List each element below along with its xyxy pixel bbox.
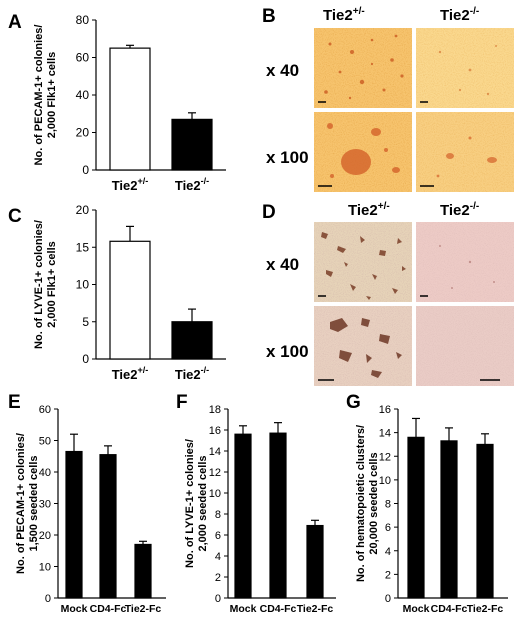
y-tick-label-f: 18 [209, 404, 221, 416]
bar-a-1 [171, 118, 213, 171]
y-tick-label-c: 0 [82, 352, 89, 366]
y-tick-label-f: 16 [209, 425, 221, 437]
y-tick-label-e: 30 [39, 499, 51, 511]
micrograph-b-ko-x100 [416, 112, 514, 192]
x-category-label-f: Mock [230, 603, 257, 615]
chart-f: 0 2 4 6 8 10 12 14 16 18 No. of LYVE-1+ colonies/2… [184, 404, 336, 615]
micrograph-panel-d: Tie2+/- Tie2-/- x 40 x 100 [266, 201, 514, 386]
y-tick-label-a: 40 [76, 88, 90, 102]
micrograph-b-het-x40 [314, 28, 412, 108]
bar-g-1 [440, 440, 458, 599]
x-category-label-e: CD4-Fc [90, 603, 127, 615]
row-label-x100-d: x 100 [266, 342, 309, 361]
y-tick-label-g: 0 [385, 593, 391, 605]
y-tick-label-g: 14 [379, 428, 391, 440]
micrograph-d-het-x40 [314, 222, 412, 302]
panel-label-c: C [8, 206, 22, 227]
panel-label-g: G [346, 392, 361, 413]
y-axis-label-g: No. of hematopoietic clusters/20,000 see… [355, 425, 380, 582]
x-category-label-g: Mock [403, 603, 430, 615]
x-category-label-c: Tie2-/- [175, 365, 209, 382]
y-axis-label-a: No. of PECAM-1+ colonies/2,000 Flk1+ cel… [33, 25, 58, 166]
y-tick-label-g: 6 [385, 522, 391, 534]
panel-label-f: F [176, 392, 188, 413]
chart-c: 0 5 10 15 20 No. of LYVE-1+ colonies/2,000 Fl… [33, 203, 226, 382]
col-header-het: Tie2+/- [323, 6, 365, 24]
panel-label-d: D [262, 202, 276, 223]
y-tick-label-e: 60 [39, 404, 51, 416]
y-tick-label-e: 50 [39, 436, 51, 448]
micrograph-d-ko-x100 [416, 306, 514, 386]
y-tick-label-a: 0 [82, 163, 89, 177]
row-label-x40-d: x 40 [266, 255, 299, 274]
y-tick-label-g: 12 [379, 451, 391, 463]
bar-e-2 [134, 543, 152, 599]
x-category-label-g: CD4-Fc [431, 603, 468, 615]
x-category-label-e: Mock [61, 603, 88, 615]
y-tick-label-g: 4 [385, 546, 391, 558]
y-tick-label-f: 4 [215, 551, 221, 563]
y-tick-label-e: 10 [39, 562, 51, 574]
y-tick-label-f: 10 [209, 488, 221, 500]
x-category-label-a: Tie2+/- [112, 176, 149, 193]
y-tick-label-e: 40 [39, 467, 51, 479]
bar-f-1 [269, 432, 287, 599]
panel-label-b: B [262, 6, 276, 27]
x-category-label-g: Tie2-Fc [467, 603, 504, 615]
y-tick-label-f: 12 [209, 467, 221, 479]
x-category-label-c: Tie2+/- [112, 365, 149, 382]
x-category-label-f: CD4-Fc [260, 603, 297, 615]
y-tick-label-c: 15 [76, 240, 90, 254]
panel-label-e: E [8, 392, 21, 413]
y-axis-label-e: No. of PECAM-1+ colonies/1,500 seeded ce… [15, 433, 40, 574]
col-header-ko: Tie2-/- [440, 6, 479, 24]
y-tick-label-e: 0 [45, 593, 51, 605]
col-header-het-d: Tie2+/- [348, 201, 390, 219]
micrograph-b-het-x100 [314, 112, 412, 192]
x-category-label-e: Tie2-Fc [125, 603, 162, 615]
y-tick-label-f: 8 [215, 509, 221, 521]
y-tick-label-f: 0 [215, 593, 221, 605]
bar-g-0 [407, 436, 425, 599]
y-tick-label-f: 2 [215, 572, 221, 584]
y-tick-label-g: 10 [379, 475, 391, 487]
row-label-x100: x 100 [266, 148, 309, 167]
y-axis-label-f: No. of LYVE-1+ colonies/2,000 seeded cel… [184, 439, 209, 568]
micrograph-panel-b: Tie2+/- Tie2-/- x 40 x 100 [266, 6, 514, 192]
bar-c-0 [109, 240, 151, 360]
bar-g-2 [476, 443, 494, 599]
chart-g: 0 2 4 6 8 10 12 14 16 No. of hematopoietic cluste… [355, 404, 508, 615]
panel-label-a: A [8, 12, 22, 33]
bar-f-0 [234, 433, 252, 599]
y-axis-label-c: No. of LYVE-1+ colonies/2,000 Flk1+ cell… [33, 220, 58, 349]
y-tick-label-c: 10 [76, 278, 90, 292]
y-tick-label-c: 20 [76, 203, 90, 217]
col-header-ko-d: Tie2-/- [440, 201, 479, 219]
chart-a: 0 20 40 60 80 No. of PECAM-1+ colonies/2,000 … [33, 13, 226, 193]
y-tick-label-a: 20 [76, 126, 90, 140]
y-tick-label-g: 16 [379, 404, 391, 416]
y-tick-label-f: 6 [215, 530, 221, 542]
bar-c-1 [171, 321, 213, 360]
y-tick-label-g: 2 [385, 569, 391, 581]
y-tick-label-f: 14 [209, 446, 221, 458]
y-tick-label-e: 20 [39, 530, 51, 542]
x-category-label-f: Tie2-Fc [297, 603, 334, 615]
row-label-x40: x 40 [266, 61, 299, 80]
bar-e-0 [65, 450, 83, 599]
micrograph-d-ko-x40 [416, 222, 514, 302]
micrograph-b-ko-x40 [416, 28, 514, 108]
bar-f-2 [306, 524, 324, 599]
y-tick-label-a: 60 [76, 51, 90, 65]
bar-a-0 [109, 47, 151, 171]
y-tick-label-c: 5 [82, 315, 89, 329]
y-tick-label-g: 8 [385, 499, 391, 511]
x-category-label-a: Tie2-/- [175, 176, 209, 193]
y-tick-label-a: 80 [76, 13, 90, 27]
micrograph-d-het-x100 [314, 306, 412, 386]
chart-e: 0 10 20 30 40 50 60 No. of PECAM-1+ colonies/1,… [15, 404, 166, 615]
bar-e-1 [99, 454, 117, 599]
